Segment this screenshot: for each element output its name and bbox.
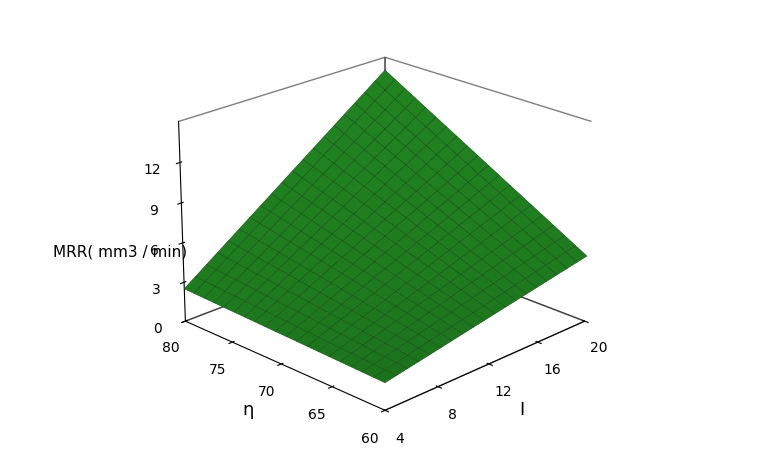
Text: MRR( mm3 / min): MRR( mm3 / min) [53, 244, 187, 259]
X-axis label: I: I [519, 400, 525, 418]
Y-axis label: η: η [243, 400, 254, 418]
